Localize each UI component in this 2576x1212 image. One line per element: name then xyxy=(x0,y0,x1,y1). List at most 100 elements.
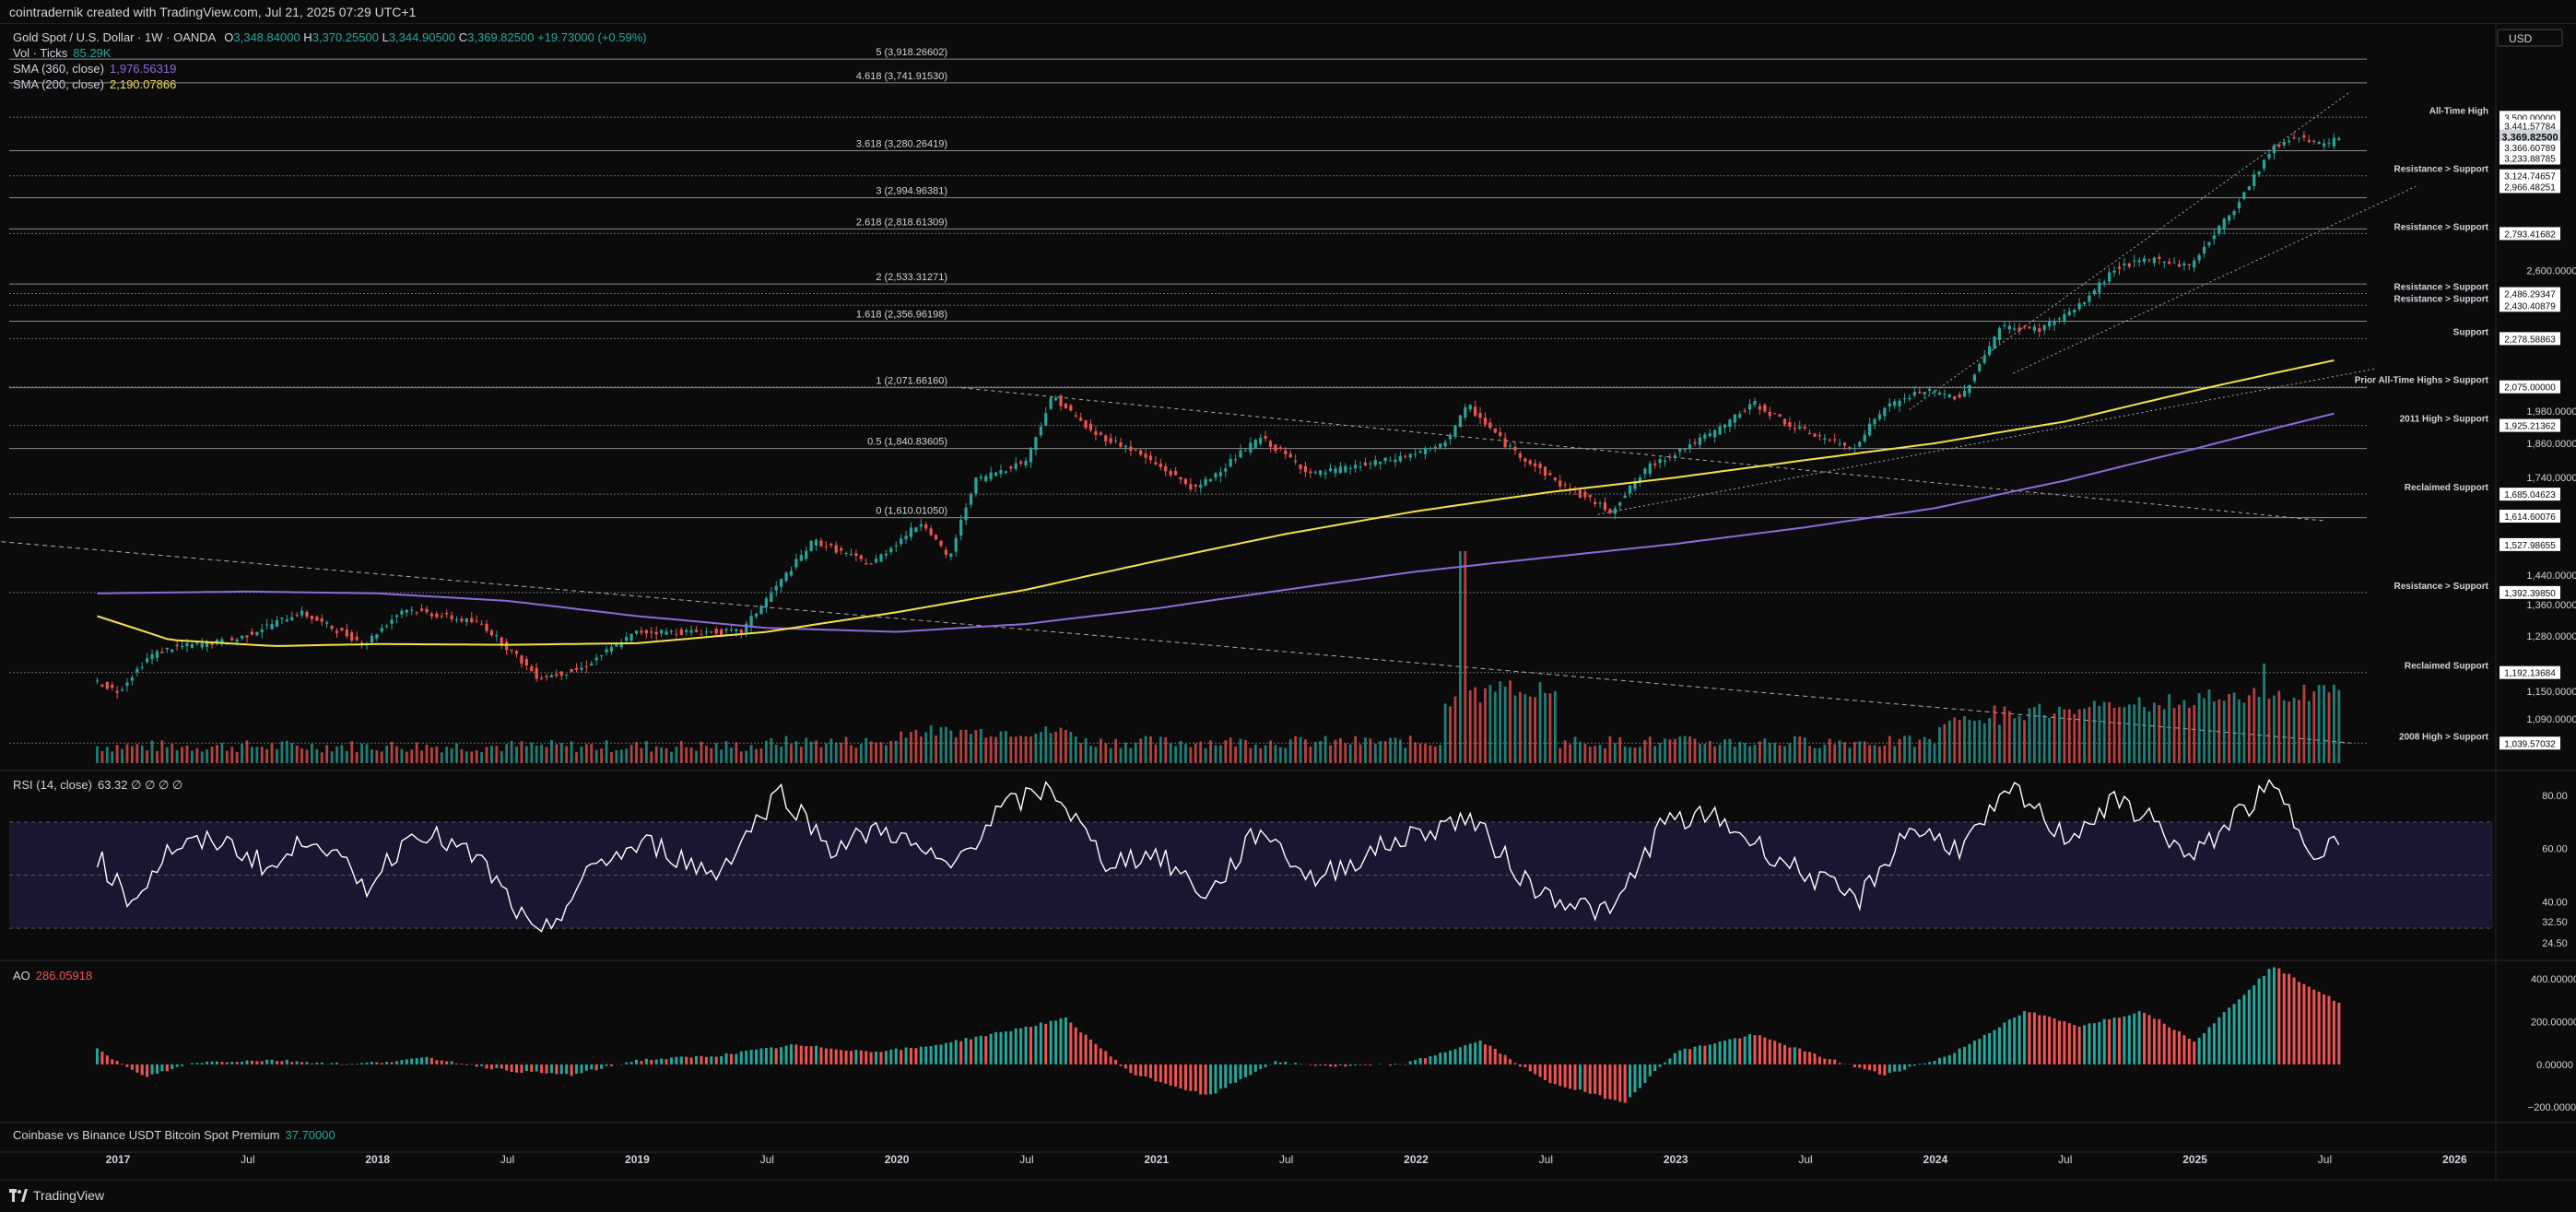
ao-bar xyxy=(1259,1065,1262,1069)
candle-body xyxy=(1135,450,1137,451)
volume-bar xyxy=(735,742,737,763)
candle-body xyxy=(2248,186,2251,190)
ao-bar xyxy=(1804,1052,1806,1065)
ao-bar xyxy=(1748,1034,1751,1065)
tradingview-logo[interactable]: TradingView xyxy=(9,1188,104,1203)
volume-bar xyxy=(1319,741,1322,763)
annotation-label: Resistance > Support xyxy=(2394,294,2488,304)
candle-body xyxy=(400,611,403,615)
ao-bar xyxy=(770,1047,772,1064)
ao-bar xyxy=(1085,1035,1088,1065)
candle-body xyxy=(1404,456,1406,457)
ao-bar xyxy=(780,1047,782,1065)
candle-body xyxy=(2088,296,2090,302)
candle-body xyxy=(970,495,972,505)
ao-bar xyxy=(1449,1051,1452,1065)
candle-body xyxy=(1184,479,1187,485)
chart-canvas[interactable]: 5 (3,918.26602)4.618 (3,741.91530)3.618 … xyxy=(0,24,2576,1180)
candle-body xyxy=(920,524,923,527)
candle-body xyxy=(1034,437,1037,450)
ao-bar xyxy=(2203,1033,2205,1065)
ao-bar xyxy=(280,1061,283,1064)
volume-bar xyxy=(955,737,958,763)
candle-body xyxy=(1075,416,1077,417)
volume-bar xyxy=(1459,551,1462,763)
ao-bar xyxy=(2013,1018,2016,1065)
volume-bar xyxy=(1469,690,1472,763)
candle-body xyxy=(300,611,303,616)
ao-bar xyxy=(2248,990,2251,1065)
ao-bar xyxy=(1858,1065,1861,1068)
volume-bar xyxy=(1095,747,1098,763)
ao-bar xyxy=(1488,1046,1491,1065)
ao-bar xyxy=(785,1046,788,1065)
volume-bar xyxy=(106,747,109,763)
ao-bar xyxy=(1180,1065,1182,1088)
volume-bar xyxy=(675,747,677,763)
ao-bar xyxy=(1664,1063,1666,1065)
volume-bar xyxy=(511,741,513,763)
candle-body xyxy=(1205,479,1207,486)
ao-bar xyxy=(2147,1015,2150,1065)
volume-bar xyxy=(2018,716,2021,763)
fib-level-label: 1.618 (2,356.96198) xyxy=(856,309,947,320)
candle-body xyxy=(1418,452,1421,453)
volume-bar xyxy=(1994,706,1996,763)
ao-bar xyxy=(1474,1042,1476,1065)
annotation-label: 2008 High > Support xyxy=(2399,732,2489,742)
volume-bar xyxy=(1953,718,1956,763)
time-axis-label: Jul xyxy=(760,1153,774,1166)
candle-body xyxy=(780,579,782,587)
ao-bar xyxy=(860,1051,863,1065)
volume-bar xyxy=(980,729,982,763)
ao-bar xyxy=(2273,967,2276,1064)
volume-bar xyxy=(111,751,113,763)
volume-bar xyxy=(720,749,723,763)
volume-bar xyxy=(870,741,873,763)
volume-bar xyxy=(2148,712,2151,763)
candle-body xyxy=(810,541,813,551)
time-axis-label: 2022 xyxy=(1404,1153,1429,1166)
volume-bar xyxy=(2088,707,2091,763)
candle-body xyxy=(2083,302,2086,304)
volume-bar xyxy=(186,746,189,763)
volume-bar xyxy=(176,750,179,763)
volume-bar xyxy=(2013,718,2016,763)
ao-bar xyxy=(135,1065,138,1073)
level-price-value: 2,278.58863 xyxy=(2504,335,2556,345)
bottom-bar: TradingView xyxy=(0,1180,2576,1212)
volume-bar xyxy=(151,741,154,763)
volume-bar xyxy=(645,741,648,763)
candle-body xyxy=(570,669,573,672)
volume-bar xyxy=(410,749,413,763)
candle-body xyxy=(550,676,553,677)
ao-bar xyxy=(2242,994,2245,1064)
ao-bar xyxy=(171,1065,173,1069)
candle-body xyxy=(1843,442,1846,445)
volume-bar xyxy=(1938,727,1941,763)
candle-body xyxy=(121,689,124,690)
volume-bar xyxy=(1823,745,1826,763)
ao-bar xyxy=(885,1051,888,1065)
ao-bar xyxy=(1044,1024,1047,1065)
candle-body xyxy=(2267,154,2270,159)
ao-bar xyxy=(1769,1040,1771,1065)
ao-bar xyxy=(1060,1018,1063,1065)
candle-body xyxy=(964,508,967,521)
tradingview-icon xyxy=(9,1189,28,1202)
volume-bar xyxy=(1139,738,1142,763)
volume-bar xyxy=(346,751,348,763)
volume-bar xyxy=(2133,704,2135,763)
ao-bar xyxy=(1484,1044,1487,1065)
volume-bar xyxy=(2213,701,2216,763)
volume-bar xyxy=(546,747,548,763)
ao-bar xyxy=(1005,1031,1007,1065)
ao-bar xyxy=(2053,1018,2056,1065)
candle-body xyxy=(525,659,528,665)
candle-body xyxy=(445,613,448,614)
volume-bar xyxy=(181,747,183,763)
ao-bar xyxy=(251,1061,253,1065)
candle-body xyxy=(1394,460,1396,463)
volume-bar xyxy=(625,748,628,763)
price-axis-tick: 1,150.00000 xyxy=(2526,687,2576,698)
